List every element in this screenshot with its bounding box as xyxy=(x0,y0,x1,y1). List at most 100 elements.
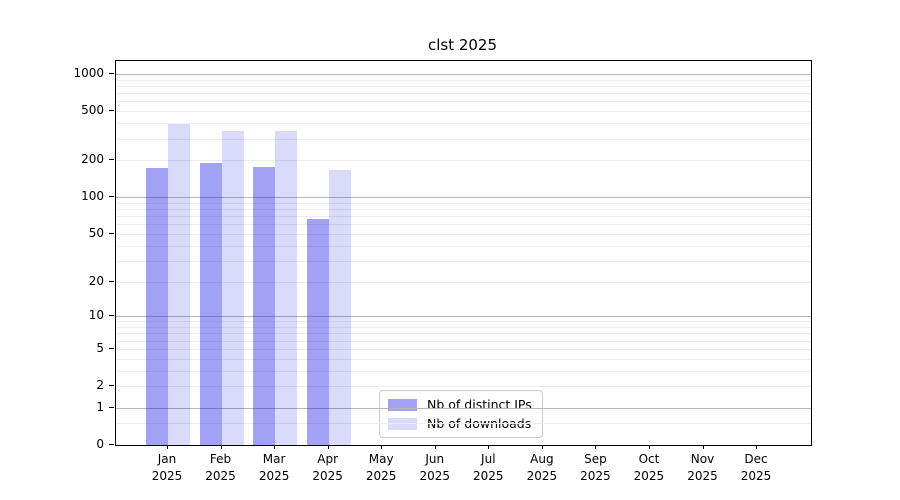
minor-gridline xyxy=(116,348,811,350)
x-tick-label: Nov 2025 xyxy=(668,451,738,485)
x-tick-label: Apr 2025 xyxy=(293,451,363,485)
y-tick-label: 1000 xyxy=(73,66,104,81)
y-tick-mark xyxy=(109,444,114,445)
y-tick-label: 200 xyxy=(81,152,104,167)
bar-downloads xyxy=(328,170,351,445)
x-tick-label: Jul 2025 xyxy=(453,451,523,485)
x-tick-year: 2025 xyxy=(526,469,558,483)
plot-area: Nb of distinct IPs Nb of downloads xyxy=(115,60,812,446)
x-tick-mark xyxy=(220,445,222,449)
x-tick-label: Dec 2025 xyxy=(721,451,791,485)
x-tick-year: 2025 xyxy=(365,469,397,483)
x-tick-label: Oct 2025 xyxy=(614,451,684,485)
x-tick-year: 2025 xyxy=(258,469,290,483)
y-tick-mark xyxy=(109,406,114,408)
minor-gridline xyxy=(116,79,811,81)
x-tick-mark xyxy=(327,445,329,449)
x-tick-month: Jul xyxy=(481,452,496,466)
chart-title: clst 2025 xyxy=(427,36,498,54)
bar-distinct-ips xyxy=(306,219,329,445)
x-tick-mark xyxy=(541,445,543,449)
x-tick-year: 2025 xyxy=(580,469,611,483)
x-tick-mark xyxy=(167,445,168,449)
x-tick-month: Jun xyxy=(425,452,445,466)
minor-gridline xyxy=(116,202,811,204)
bar-distinct-ips xyxy=(253,166,276,445)
x-tick-month: Aug xyxy=(530,452,554,466)
minor-gridline xyxy=(116,333,811,335)
legend-label: Nb of distinct IPs xyxy=(427,397,532,412)
minor-gridline xyxy=(116,370,811,372)
x-tick-mark xyxy=(595,445,597,449)
x-tick-year: 2025 xyxy=(473,469,504,483)
x-tick-label: Jan 2025 xyxy=(132,451,202,485)
x-tick-mark xyxy=(488,445,490,449)
y-tick-mark xyxy=(109,280,114,282)
x-tick-month: Dec xyxy=(744,452,768,466)
x-tick-month: Nov xyxy=(690,452,715,466)
x-tick-month: Mar xyxy=(262,452,286,466)
x-tick-year: 2025 xyxy=(151,469,183,483)
y-tick-mark xyxy=(109,110,114,112)
x-tick-month: May xyxy=(368,452,394,466)
minor-gridline xyxy=(116,386,811,388)
minor-gridline xyxy=(116,111,811,113)
x-tick-year: 2025 xyxy=(205,469,236,483)
x-tick-mark xyxy=(756,445,758,449)
bar-downloads xyxy=(275,131,298,445)
major-gridline xyxy=(116,197,811,199)
x-tick-month: Oct xyxy=(638,452,660,466)
y-tick-mark xyxy=(109,196,114,198)
minor-gridline xyxy=(116,224,811,226)
x-tick-year: 2025 xyxy=(312,469,343,483)
y-tick-label: 0 xyxy=(96,437,104,451)
minor-gridline xyxy=(116,321,811,323)
x-tick-mark xyxy=(702,445,704,449)
x-tick-year: 2025 xyxy=(740,469,772,483)
legend: Nb of distinct IPs Nb of downloads xyxy=(379,390,543,438)
y-tick-label: 20 xyxy=(88,273,104,288)
x-tick-label: Mar 2025 xyxy=(239,451,309,485)
y-tick-mark xyxy=(109,73,114,75)
major-gridline xyxy=(116,316,811,318)
y-tick-label: 1 xyxy=(96,399,104,414)
minor-gridline xyxy=(116,101,811,103)
x-tick-label: Sep 2025 xyxy=(560,451,630,485)
legend-item: Nb of distinct IPs xyxy=(388,397,532,412)
x-tick-label: May 2025 xyxy=(346,451,416,485)
x-tick-mark xyxy=(434,445,436,449)
bar-distinct-ips xyxy=(199,163,222,445)
y-tick-label: 500 xyxy=(81,103,104,118)
y-tick-label: 10 xyxy=(88,308,104,323)
minor-gridline xyxy=(116,209,811,211)
major-gridline xyxy=(116,407,811,409)
minor-gridline xyxy=(116,233,811,235)
minor-gridline xyxy=(116,123,811,125)
x-tick-mark xyxy=(381,445,383,449)
x-tick-month: Feb xyxy=(209,452,232,466)
x-tick-mark xyxy=(648,445,650,449)
y-tick-mark xyxy=(109,347,114,349)
y-tick-label: 2 xyxy=(96,378,104,393)
minor-gridline xyxy=(116,281,811,283)
x-tick-mark xyxy=(274,445,276,449)
x-tick-label: Aug 2025 xyxy=(507,451,577,485)
y-tick-label: 100 xyxy=(81,189,104,204)
y-tick-mark xyxy=(109,385,114,387)
bar-downloads xyxy=(221,131,244,445)
minor-gridline xyxy=(116,340,811,342)
bar-downloads xyxy=(168,123,190,445)
minor-gridline xyxy=(116,216,811,218)
y-tick-label: 5 xyxy=(96,340,104,355)
x-tick-label: Jun 2025 xyxy=(400,451,470,485)
x-tick-year: 2025 xyxy=(633,469,665,483)
minor-gridline xyxy=(116,245,811,247)
x-tick-month: Apr xyxy=(317,452,339,466)
x-tick-month: Jan xyxy=(157,452,177,466)
y-tick-label: 50 xyxy=(88,225,104,240)
minor-gridline xyxy=(116,358,811,360)
bar-distinct-ips xyxy=(146,168,168,445)
major-gridline xyxy=(116,74,811,76)
y-tick-mark xyxy=(109,232,114,234)
